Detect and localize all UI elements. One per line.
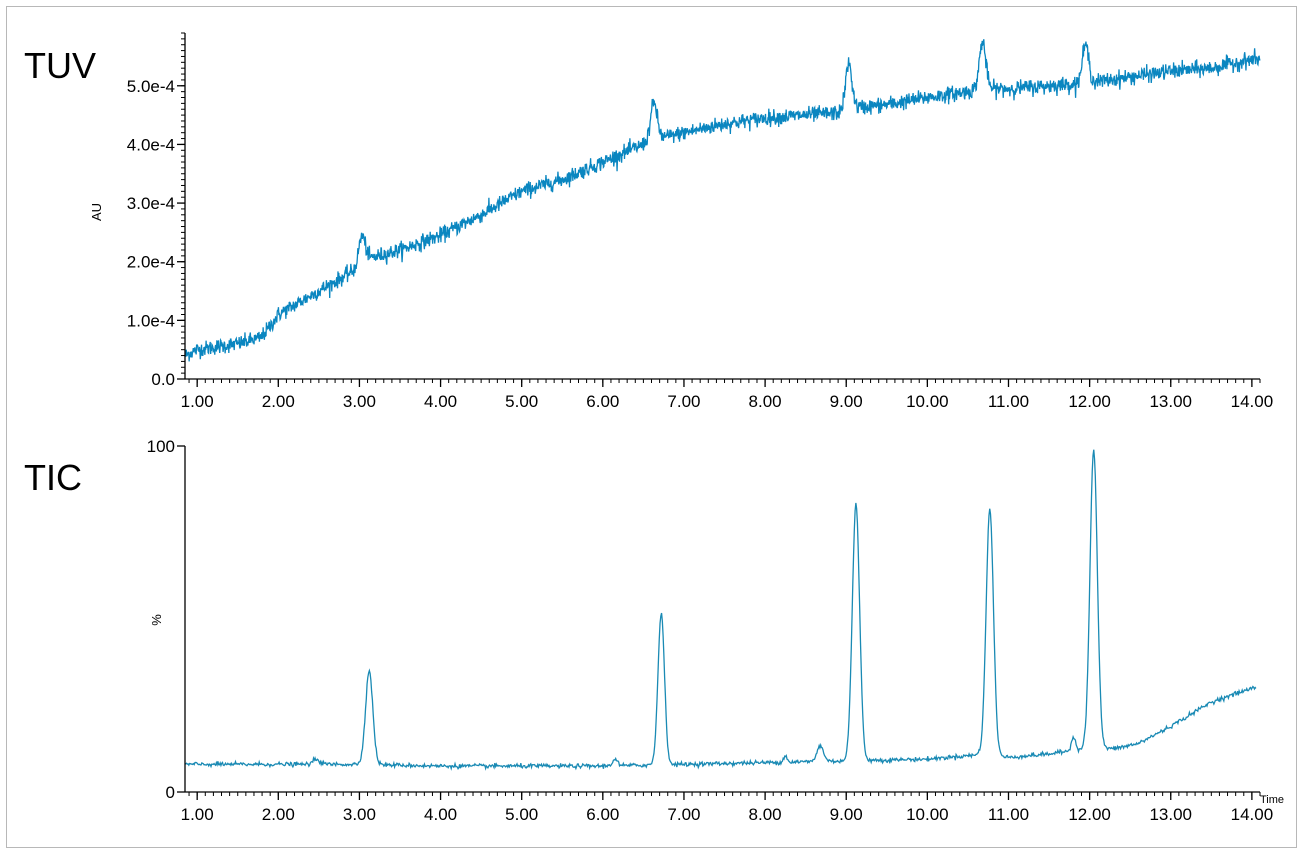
tic-x-tick-label: 12.00 bbox=[1068, 805, 1111, 824]
tuv-x-tick-label: 8.00 bbox=[749, 392, 782, 411]
tuv-x-tick-label: 12.00 bbox=[1068, 392, 1111, 411]
tuv-panel: TUV AU 1.00 2.00 3.00 4.00 5.00 6.00 7.00 8.00 9… bbox=[24, 32, 1273, 411]
tuv-y-tick-label: 2.0e-4 bbox=[127, 253, 175, 272]
tic-trace-line bbox=[184, 449, 1257, 771]
tic-x-tick-label: 11.00 bbox=[988, 805, 1029, 824]
tic-panel-label: TIC bbox=[24, 457, 82, 498]
tuv-x-tick-label: 11.00 bbox=[988, 392, 1029, 411]
tuv-y-tick-label: 5.0e-4 bbox=[127, 77, 175, 96]
tic-y-axis-title: % bbox=[149, 614, 164, 626]
tic-y-tick-label: 100 bbox=[147, 437, 175, 456]
tuv-x-tick-label: 5.00 bbox=[505, 392, 538, 411]
tic-x-tick-label: 14.00 bbox=[1231, 805, 1274, 824]
tic-x-tick-label: 1.00 bbox=[181, 805, 214, 824]
tuv-y-tick-label: 1.0e-4 bbox=[127, 311, 175, 330]
tuv-x-tick-label: 6.00 bbox=[586, 392, 619, 411]
tuv-y-tick-label: 4.0e-4 bbox=[127, 135, 175, 154]
tic-ticks: 1.00 2.00 3.00 4.00 5.00 6.00 7.00 8.00 9.00 10.0… bbox=[147, 437, 1274, 824]
tuv-x-tick-label: 4.00 bbox=[424, 392, 457, 411]
tuv-x-tick-label: 1.00 bbox=[181, 392, 214, 411]
tuv-x-tick-label: 10.00 bbox=[906, 392, 949, 411]
tuv-trace-line bbox=[184, 39, 1261, 362]
tic-y-tick-label: 0 bbox=[166, 783, 175, 802]
tic-panel: TIC % 1.00 2.00 3.00 4.00 5.00 6.00 7.00 8.00 9.… bbox=[24, 437, 1284, 824]
tic-x-tick-label: 6.00 bbox=[586, 805, 619, 824]
tuv-ticks: 1.00 2.00 3.00 4.00 5.00 6.00 7.00 8.00 9.00 10.0… bbox=[127, 77, 1273, 411]
tuv-y-axis-title: AU bbox=[89, 203, 104, 221]
tic-x-tick-label: 5.00 bbox=[505, 805, 538, 824]
tic-x-tick-label: 8.00 bbox=[749, 805, 782, 824]
tuv-y-tick-label: 0.0 bbox=[151, 370, 175, 389]
tic-x-tick-label: 7.00 bbox=[667, 805, 700, 824]
tic-x-tick-label: 4.00 bbox=[424, 805, 457, 824]
tuv-x-tick-label: 9.00 bbox=[830, 392, 863, 411]
tic-x-tick-label: 2.00 bbox=[262, 805, 295, 824]
tic-x-tick-label: 9.00 bbox=[830, 805, 863, 824]
tuv-x-tick-label: 3.00 bbox=[343, 392, 376, 411]
tuv-x-tick-label: 14.00 bbox=[1231, 392, 1274, 411]
tic-x-tick-label: 10.00 bbox=[906, 805, 949, 824]
tuv-x-tick-label: 13.00 bbox=[1149, 392, 1192, 411]
tuv-x-tick-label: 7.00 bbox=[667, 392, 700, 411]
tic-x-axis-title: Time bbox=[1260, 794, 1284, 806]
tic-x-tick-label: 3.00 bbox=[343, 805, 376, 824]
tuv-y-tick-label: 3.0e-4 bbox=[127, 194, 175, 213]
tuv-panel-label: TUV bbox=[24, 45, 96, 86]
tuv-x-tick-label: 2.00 bbox=[262, 392, 295, 411]
tic-x-tick-label: 13.00 bbox=[1149, 805, 1192, 824]
